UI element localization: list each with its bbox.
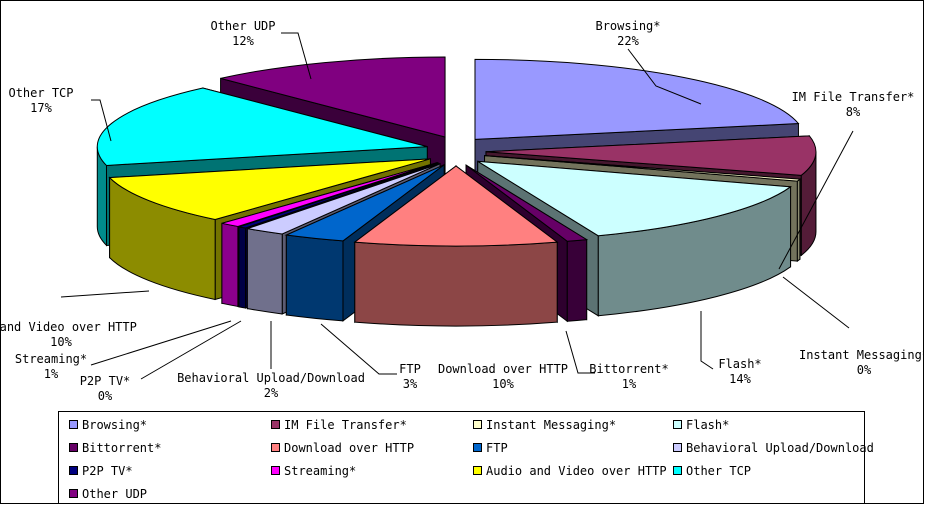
leader-line <box>91 99 112 142</box>
legend-swatch <box>473 443 482 452</box>
pie-slice-1 <box>485 135 817 176</box>
slice-outer-wall <box>246 228 283 315</box>
slice-label-name: Flash* <box>718 357 761 371</box>
slice-outer-wall <box>566 239 588 322</box>
legend-swatch <box>69 466 78 475</box>
leader-line <box>627 48 702 105</box>
pie-slice-3 <box>477 160 792 237</box>
slice-label-percent: 0% <box>98 389 113 403</box>
legend-label: Browsing* <box>82 418 148 432</box>
leader-line <box>90 320 232 366</box>
pie-slice-4 <box>465 164 589 242</box>
slice-label-name: Streaming* <box>15 352 87 366</box>
legend-label: FTP <box>486 441 508 455</box>
legend-label: Download over HTTP <box>284 441 415 455</box>
slice-label-name: o and Video over HTTP <box>1 320 137 334</box>
legend-swatch <box>673 466 682 475</box>
legend-label: Other UDP <box>82 487 148 501</box>
slice-outer-wall <box>221 222 239 308</box>
pie-top-faces <box>96 56 817 247</box>
slice-label-name: IM File Transfer* <box>792 90 915 104</box>
pie-slice-7 <box>247 163 441 235</box>
slice-outer-wall <box>354 241 558 327</box>
slice-label-percent: 2% <box>264 386 279 400</box>
slice-label-percent: 10% <box>50 335 72 349</box>
slice-label-name: P2P TV* <box>80 374 131 388</box>
slice-label-percent: 14% <box>729 372 751 386</box>
leader-line <box>140 320 242 380</box>
leader-line <box>782 276 850 329</box>
pie-slice-9 <box>221 162 438 227</box>
slice-label-percent: 17% <box>30 101 52 115</box>
slice-label-percent: 22% <box>617 34 639 48</box>
pie-slice-6 <box>284 164 445 242</box>
leader-line <box>320 323 397 375</box>
pie-slice-12 <box>220 56 446 138</box>
legend-swatch <box>271 420 280 429</box>
legend-swatch <box>673 443 682 452</box>
pie-slice-2 <box>484 155 802 182</box>
slice-label-percent: 1% <box>622 377 637 391</box>
legend-swatch <box>673 420 682 429</box>
legend-swatch <box>69 489 78 498</box>
leader-line <box>778 130 854 270</box>
slice-labels: Browsing*22% IM File Transfer*8% Instant M… <box>1 19 924 403</box>
slice-label-percent: 8% <box>846 105 861 119</box>
legend-swatch <box>69 443 78 452</box>
leader-line <box>60 290 150 298</box>
legend-label: Behavioral Upload/Download <box>686 441 874 455</box>
legend-label: IM File Transfer* <box>284 418 407 432</box>
legend-swatch <box>271 443 280 452</box>
pie-slice-11 <box>96 87 428 166</box>
legend-label: Other TCP <box>686 464 752 478</box>
slice-label-percent: 12% <box>232 34 254 48</box>
leader-line <box>700 311 714 370</box>
leader-line <box>565 330 595 374</box>
slice-label-name: Behavioral Upload/Download <box>177 371 365 385</box>
legend-label: Instant Messaging* <box>486 418 617 432</box>
slice-outer-wall <box>796 178 801 263</box>
legend-label: Bittorrent* <box>82 441 162 455</box>
pie-slice-8 <box>238 162 439 229</box>
slice-label-percent: 10% <box>492 377 514 391</box>
slice-outer-wall <box>238 226 247 309</box>
legend: Browsing* IM File Transfer* Instant Messag… <box>58 411 874 503</box>
slice-label-percent: 1% <box>44 367 59 381</box>
leader-line <box>281 32 312 80</box>
slice-label-name: Browsing* <box>595 19 660 33</box>
pie-slice-5 <box>353 165 559 247</box>
legend-label: Flash* <box>686 418 730 432</box>
slice-label-name: Other TCP <box>8 86 73 100</box>
slice-label-name: Download over HTTP <box>438 362 568 376</box>
slice-label-name: Instant Messaging* <box>799 348 924 362</box>
slice-outer-wall <box>285 234 344 322</box>
pie-chart: Browsing*22% IM File Transfer*8% Instant M… <box>1 19 924 403</box>
legend-swatch <box>473 420 482 429</box>
legend-label: P2P TV* <box>82 464 133 478</box>
slice-label-percent: 0% <box>857 363 872 377</box>
pie-slice-10 <box>108 158 431 220</box>
slice-label-name: Other UDP <box>210 19 275 33</box>
legend-swatch <box>271 466 280 475</box>
legend-swatch <box>69 420 78 429</box>
legend-label: Streaming* <box>284 464 357 478</box>
pie-slice-0 <box>474 58 800 140</box>
slice-label-name: FTP <box>399 362 421 376</box>
legend-label: Audio and Video over HTTP <box>486 464 667 478</box>
slice-label-name: Bittorrent* <box>589 362 668 376</box>
legend-swatch <box>473 466 482 475</box>
slice-label-percent: 3% <box>403 377 418 391</box>
